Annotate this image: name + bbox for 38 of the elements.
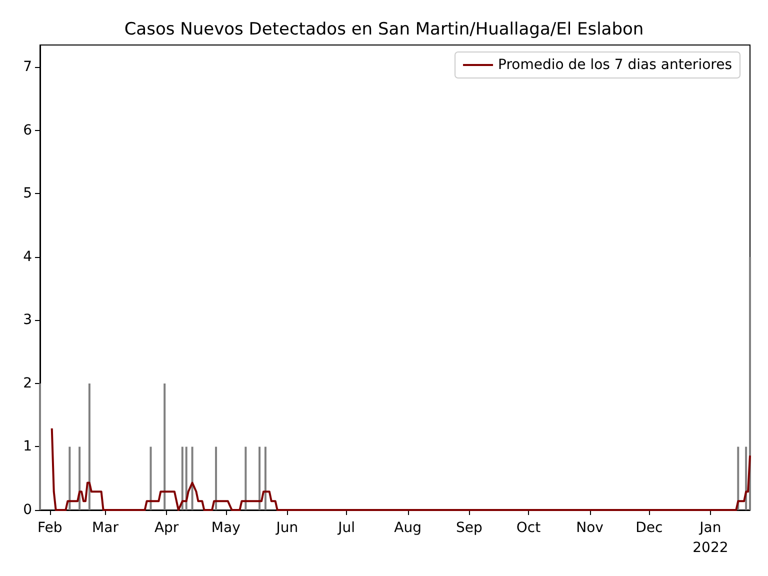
- x-tick-label: Aug: [394, 520, 422, 536]
- bar: [68, 446, 71, 510]
- y-tick-label: 6: [23, 122, 32, 138]
- x-tick-label: Sep: [456, 520, 482, 536]
- bar: [78, 446, 81, 510]
- x-tick-label: Jul: [337, 520, 355, 536]
- bar: [258, 446, 261, 510]
- bar: [745, 446, 748, 510]
- y-tick-label: 7: [23, 59, 32, 76]
- chart-title: Casos Nuevos Detectados en San Martin/Huallaga/El Eslabon: [124, 20, 644, 40]
- y-tick-label: 3: [23, 312, 32, 328]
- bar: [244, 446, 247, 510]
- y-tick-label: 2: [23, 375, 32, 392]
- bar: [737, 446, 740, 510]
- x-tick-label: Dec: [636, 520, 663, 536]
- x-tick-label: Jan 2022: [692, 520, 728, 556]
- x-tick-label: Nov: [576, 520, 604, 536]
- y-tick-label: 4: [23, 248, 32, 265]
- bar: [749, 256, 751, 510]
- x-tick-label: May: [211, 520, 240, 536]
- bar: [39, 383, 41, 510]
- bar: [215, 446, 218, 510]
- x-tick-label: Oct: [516, 520, 542, 536]
- line-series: [50, 427, 751, 511]
- x-tick-label: Feb: [37, 520, 62, 536]
- y-tick-label: 1: [23, 438, 32, 455]
- y-tick-label: 5: [23, 186, 32, 202]
- bar: [164, 383, 166, 510]
- x-tick-label: Jun: [275, 520, 298, 536]
- bar: [88, 383, 90, 510]
- x-tick-label: Mar: [92, 520, 119, 536]
- legend-label: Promedio de los 7 dias anteriores: [498, 57, 732, 73]
- x-tick-label: Apr: [154, 520, 179, 536]
- bar: [181, 446, 184, 510]
- bar: [191, 446, 194, 510]
- bar: [264, 446, 266, 510]
- bar: [150, 446, 152, 510]
- y-tick-label: 0: [23, 502, 32, 518]
